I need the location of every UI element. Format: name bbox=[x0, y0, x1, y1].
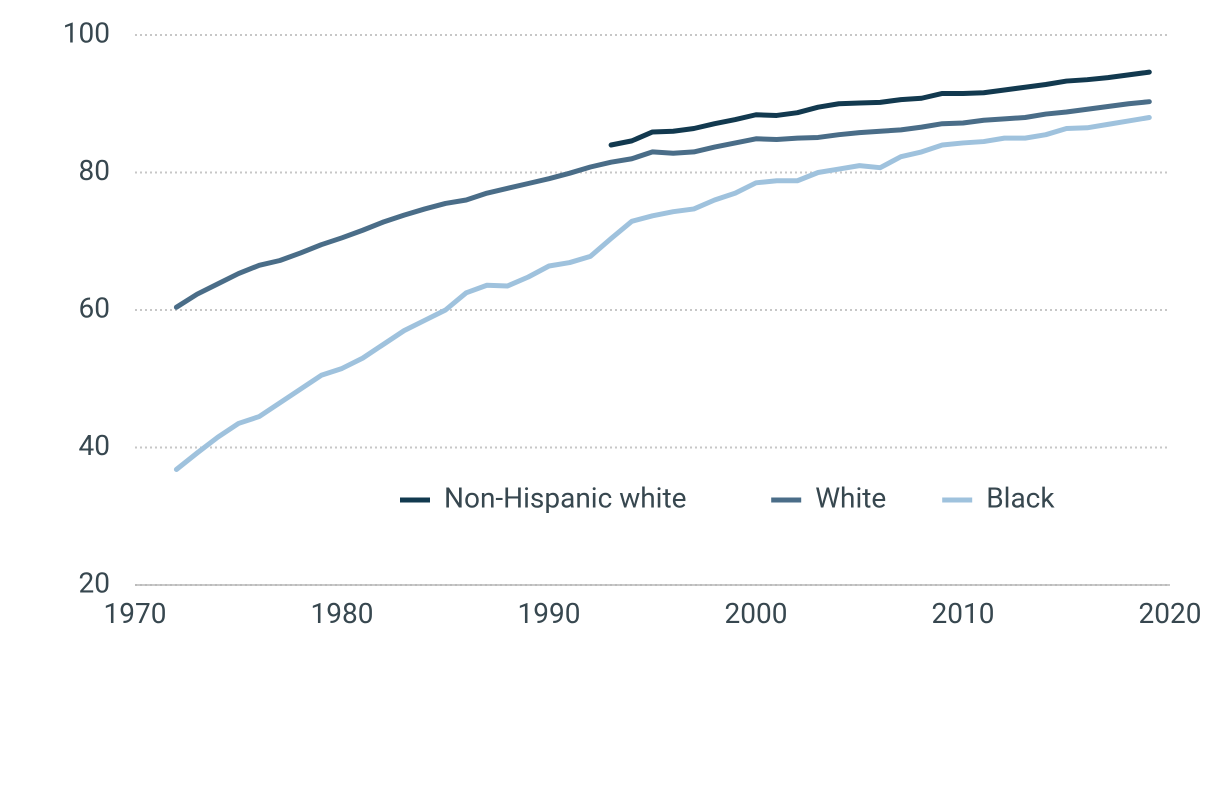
x-tick-label: 2020 bbox=[1139, 597, 1202, 630]
y-tick-label: 40 bbox=[79, 429, 110, 462]
x-tick-label: 1990 bbox=[518, 597, 581, 630]
x-tick-label: 2000 bbox=[725, 597, 788, 630]
legend-label-nhw: Non-Hispanic white bbox=[444, 481, 686, 514]
x-tick-label: 1980 bbox=[311, 597, 374, 630]
legend-label-black: Black bbox=[986, 481, 1055, 514]
y-tick-label: 80 bbox=[79, 154, 110, 187]
line-chart: 20 40 60 80 100 1970 1980 1990 2000 2010 2020 Non-H… bbox=[0, 0, 1216, 805]
y-tick-label: 60 bbox=[79, 291, 110, 324]
legend-label-white: White bbox=[815, 481, 886, 514]
x-tick-label: 1970 bbox=[104, 597, 167, 630]
x-tick-label: 2010 bbox=[932, 597, 995, 630]
chart-background bbox=[0, 0, 1216, 805]
y-tick-label: 100 bbox=[63, 16, 110, 49]
chart-svg: 20 40 60 80 100 1970 1980 1990 2000 2010 2020 Non-H… bbox=[0, 0, 1216, 805]
y-tick-label: 20 bbox=[79, 566, 110, 599]
